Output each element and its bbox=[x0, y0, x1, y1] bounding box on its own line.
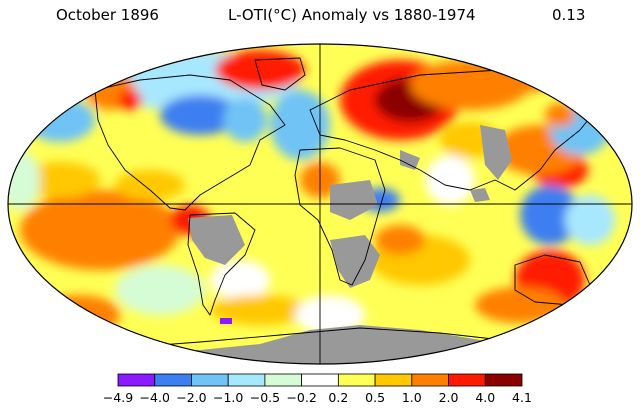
map-title: L-OTI(°C) Anomaly vs 1880-1974 bbox=[228, 6, 476, 24]
sahara-missing bbox=[330, 180, 378, 220]
patch-alaska-hot bbox=[118, 90, 142, 110]
central-africa-missing bbox=[330, 235, 380, 288]
patch-kamchatka-warm bbox=[545, 103, 575, 127]
middle-east-missing bbox=[400, 150, 420, 170]
africa-outline bbox=[294, 147, 386, 286]
legend-swatch bbox=[191, 373, 229, 387]
patch-npacific-cool bbox=[25, 98, 95, 142]
patch-npacific-warm bbox=[20, 162, 100, 198]
legend-ticks: −4.9 −4.0 −2.0 −1.0 −0.5 −0.2 0.2 0.5 1.0 2.0 4.0 4… bbox=[103, 390, 532, 405]
legend-swatch bbox=[337, 373, 376, 387]
patch-spacific-neutral bbox=[115, 265, 205, 315]
patch-soatl-warm bbox=[210, 295, 310, 325]
legend-swatch bbox=[411, 373, 449, 387]
amazon-missing bbox=[188, 215, 245, 265]
south-america-outline bbox=[187, 212, 256, 316]
legend-tick-label: 4.1 bbox=[512, 390, 532, 405]
patch-south-indian-warm bbox=[475, 287, 565, 323]
legend-tick-label: 2.0 bbox=[439, 390, 459, 405]
anomaly-map bbox=[7, 43, 633, 365]
legend-tick-label: −4.0 bbox=[140, 390, 170, 405]
patch-epacific-warm bbox=[20, 190, 180, 270]
patch-east-siberia-warm bbox=[480, 57, 560, 93]
patch-greenland-hot bbox=[215, 50, 305, 90]
north-america-outline bbox=[94, 74, 286, 211]
legend-tick-label: −2.0 bbox=[176, 390, 206, 405]
legend-swatches bbox=[117, 373, 523, 387]
patch-central-warm bbox=[115, 170, 185, 200]
legend-tick-label: 0.2 bbox=[328, 390, 348, 405]
patch-india-white bbox=[425, 155, 475, 205]
legend-tick-label: −4.9 bbox=[103, 390, 133, 405]
patch-wpacific-cool bbox=[565, 195, 615, 245]
legend-tick-label: −0.2 bbox=[286, 390, 316, 405]
patch-indian-hot bbox=[375, 225, 425, 255]
global-mean-value: 0.13 bbox=[552, 6, 586, 24]
legend-swatch bbox=[484, 373, 523, 387]
legend-tick-label: 4.0 bbox=[475, 390, 495, 405]
legend-swatch bbox=[264, 373, 303, 387]
legend-swatch bbox=[448, 373, 486, 387]
patch-spacific-warm bbox=[40, 295, 120, 335]
patch-soatl-white bbox=[295, 295, 365, 335]
patch-atlantic-cool bbox=[270, 90, 330, 160]
patch-satlantic-white bbox=[210, 260, 270, 300]
china-missing bbox=[480, 125, 512, 180]
legend-tick-label: 0.5 bbox=[365, 390, 385, 405]
legend-tick-label: −0.5 bbox=[250, 390, 280, 405]
date-label: October 1896 bbox=[56, 6, 159, 24]
legend-swatch bbox=[154, 373, 192, 387]
legend-tick-label: −1.0 bbox=[213, 390, 243, 405]
legend-swatch bbox=[227, 373, 266, 387]
globe-border bbox=[7, 43, 633, 365]
india-missing bbox=[470, 188, 490, 202]
map-header: October 1896 L-OTI(°C) Anomaly vs 1880-1… bbox=[0, 6, 640, 28]
legend-swatch bbox=[301, 373, 339, 387]
color-legend: −4.9 −4.0 −2.0 −1.0 −0.5 −0.2 0.2 0.5 1.0 2.0 4.0 4… bbox=[103, 373, 532, 405]
legend-tick-label: 1.0 bbox=[402, 390, 422, 405]
patch-hudson-cool bbox=[223, 98, 267, 142]
legend-swatch bbox=[117, 373, 156, 387]
patch-wpacific-cold bbox=[520, 185, 580, 245]
legend-swatch bbox=[374, 373, 413, 387]
patch-canada-cold bbox=[160, 95, 240, 135]
greenland-outline bbox=[254, 57, 306, 91]
antarctic-peninsula-extreme bbox=[220, 318, 232, 324]
